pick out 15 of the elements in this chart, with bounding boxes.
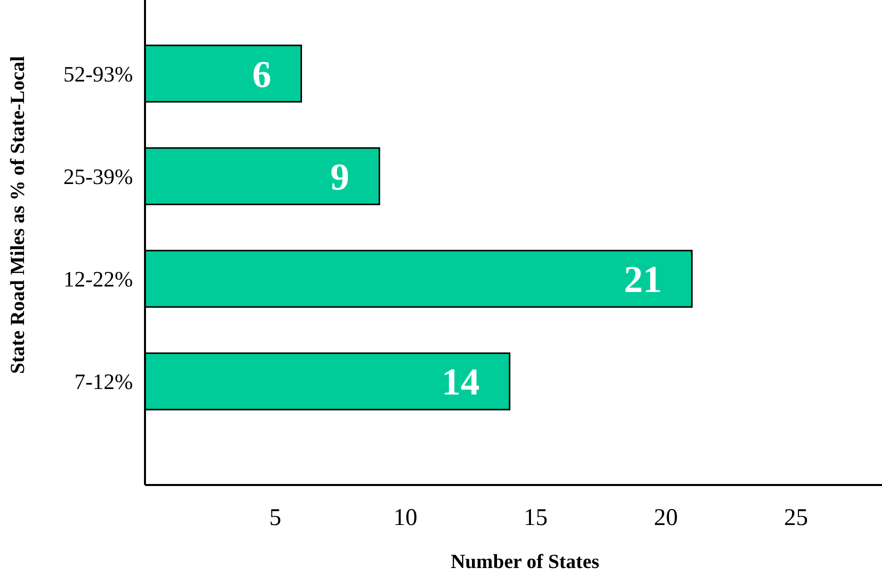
x-tick-label: 25 bbox=[784, 505, 808, 531]
y-tick-label: 7-12% bbox=[74, 369, 133, 394]
data-label: 6 bbox=[252, 54, 272, 96]
data-label: 9 bbox=[330, 156, 350, 198]
y-axis-title: State Road Miles as % of State-Local bbox=[7, 56, 29, 374]
data-label: 21 bbox=[624, 259, 662, 302]
x-tick-label: 15 bbox=[524, 505, 548, 531]
x-tick-label: 20 bbox=[654, 505, 678, 531]
data-label: 14 bbox=[442, 362, 480, 404]
x-axis-title: Number of States bbox=[450, 551, 600, 573]
y-tick-label: 25-39% bbox=[63, 164, 133, 189]
y-tick-label: 12-22% bbox=[63, 266, 133, 292]
y-tick-label: 52-93% bbox=[63, 61, 133, 86]
x-tick-label: 10 bbox=[393, 505, 418, 531]
x-tick-label: 5 bbox=[269, 505, 282, 531]
